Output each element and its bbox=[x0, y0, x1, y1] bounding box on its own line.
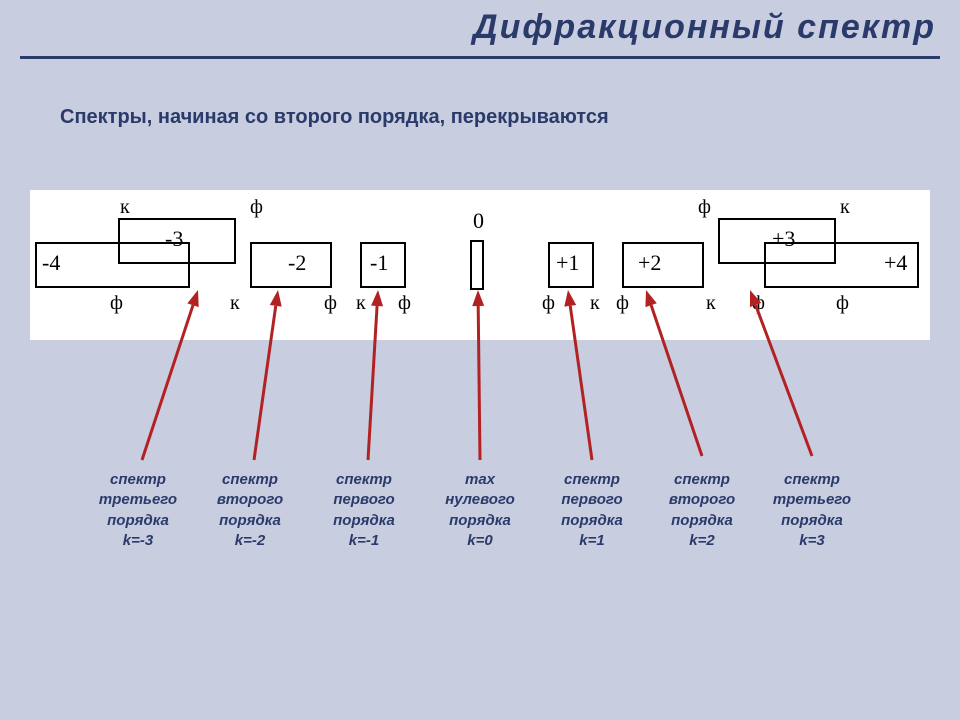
kf-mark-2: к bbox=[230, 292, 240, 315]
kf-mark-11: ф bbox=[698, 196, 711, 219]
spectrum-box-0 bbox=[470, 240, 484, 290]
subtitle: Спектры, начиная со второго порядка, пер… bbox=[60, 106, 609, 129]
kf-mark-4: ф bbox=[324, 292, 337, 315]
title-underline bbox=[20, 56, 940, 59]
kf-mark-1: ф bbox=[110, 292, 123, 315]
spectrum-num-p4: +4 bbox=[884, 250, 907, 276]
kf-mark-10: к bbox=[706, 292, 716, 315]
kf-mark-7: ф bbox=[542, 292, 555, 315]
spectrum-num-p1: +1 bbox=[556, 250, 579, 276]
kf-mark-0: к bbox=[120, 196, 130, 219]
spectrum-num-m4: -4 bbox=[42, 250, 60, 276]
order-label-l-m1: спектр первого порядка k=-1 bbox=[309, 470, 419, 551]
kf-mark-6: ф bbox=[398, 292, 411, 315]
order-label-l-p2: спектр второго порядка k=2 bbox=[647, 470, 757, 551]
kf-mark-5: к bbox=[356, 292, 366, 315]
spectrum-num-m3: -3 bbox=[165, 226, 183, 252]
order-label-l-p3: спектр третьего порядка k=3 bbox=[757, 470, 867, 551]
kf-mark-9: ф bbox=[616, 292, 629, 315]
zero-label: 0 bbox=[473, 208, 484, 234]
spectrum-num-m2: -2 bbox=[288, 250, 306, 276]
order-label-l-m2: спектр второго порядка k=-2 bbox=[195, 470, 305, 551]
kf-mark-3: ф bbox=[250, 196, 263, 219]
diagram-panel: 0 -4-3-2-1+1+2+3+4кфкффкффкфкфффк bbox=[30, 190, 930, 340]
order-label-l-p1: спектр первого порядка k=1 bbox=[537, 470, 647, 551]
kf-mark-12: ф bbox=[752, 292, 765, 315]
page-title: Дифракционный спектр bbox=[473, 8, 936, 47]
kf-mark-8: к bbox=[590, 292, 600, 315]
order-label-l-0: max нулевого порядка k=0 bbox=[425, 470, 535, 551]
kf-mark-14: к bbox=[840, 196, 850, 219]
spectrum-box-p2 bbox=[622, 242, 704, 288]
kf-mark-13: ф bbox=[836, 292, 849, 315]
spectrum-num-m1: -1 bbox=[370, 250, 388, 276]
spectrum-num-p2: +2 bbox=[638, 250, 661, 276]
order-label-l-m3: спектр третьего порядка k=-3 bbox=[83, 470, 193, 551]
